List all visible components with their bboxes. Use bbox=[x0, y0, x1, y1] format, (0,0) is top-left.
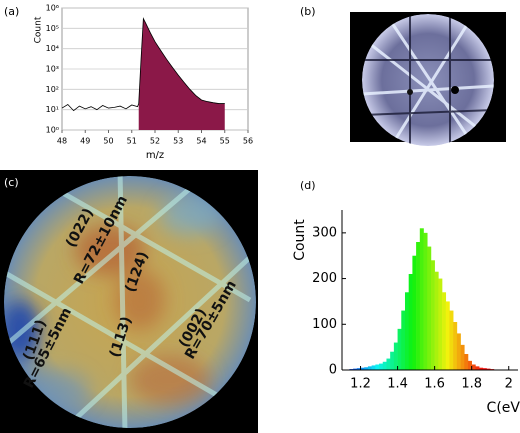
y-axis-label: Count bbox=[34, 16, 44, 43]
y-tick-label: 10⁰ bbox=[46, 126, 59, 135]
y-tick-label: 10⁴ bbox=[46, 44, 59, 53]
histogram-bar bbox=[479, 367, 484, 370]
y-tick-label: 300 bbox=[312, 225, 337, 240]
y-tick-label: 10¹ bbox=[46, 105, 59, 114]
x-tick-label: 1.6 bbox=[424, 377, 445, 392]
x-tick-label: 2 bbox=[505, 377, 513, 392]
histogram-bar bbox=[453, 322, 458, 370]
x-tick-label: 50 bbox=[103, 137, 113, 146]
x-axis-label: m/z bbox=[146, 150, 164, 161]
histogram-bar bbox=[475, 366, 480, 370]
histogram-bar bbox=[442, 292, 447, 370]
y-tick-label: 10⁵ bbox=[46, 24, 59, 33]
panel-label: (d) bbox=[300, 179, 316, 192]
histogram-bar bbox=[456, 333, 461, 370]
histogram-bar bbox=[471, 364, 476, 370]
x-tick-label: 49 bbox=[80, 137, 90, 146]
image-c bbox=[4, 176, 256, 428]
histogram-bar bbox=[449, 310, 454, 370]
x-tick-label: 55 bbox=[220, 137, 230, 146]
histogram-bar bbox=[482, 368, 487, 370]
histogram-bar bbox=[445, 301, 450, 370]
histogram-bar bbox=[427, 246, 432, 370]
histogram-bar bbox=[467, 360, 472, 370]
histogram-bar bbox=[404, 292, 409, 370]
x-axis-label: C(eV) bbox=[487, 400, 520, 416]
x-tick-label: 52 bbox=[150, 137, 160, 146]
histogram-bar bbox=[464, 354, 469, 370]
histogram-bar bbox=[356, 368, 361, 370]
histogram-bar bbox=[364, 367, 369, 370]
y-axis-label: Count bbox=[292, 219, 308, 261]
panel-label: (b) bbox=[300, 5, 316, 18]
histogram-bar bbox=[367, 366, 372, 370]
x-tick-label: 1.8 bbox=[461, 377, 482, 392]
image-b bbox=[362, 14, 494, 146]
spectrum-line bbox=[61, 17, 225, 112]
histogram-bar bbox=[390, 351, 395, 370]
x-tick-label: 1.4 bbox=[387, 377, 408, 392]
y-tick-label: 200 bbox=[312, 271, 337, 286]
histogram-bar bbox=[408, 274, 413, 370]
histogram-bar bbox=[419, 228, 424, 370]
panel-label: (a) bbox=[4, 5, 19, 18]
histogram-bar bbox=[353, 368, 358, 370]
histogram-bar bbox=[416, 242, 421, 370]
histogram-bar bbox=[412, 255, 417, 370]
histogram-bar bbox=[401, 310, 406, 370]
peak-fill bbox=[138, 18, 225, 131]
y-tick-label: 10³ bbox=[46, 65, 59, 74]
x-tick-label: 53 bbox=[173, 137, 183, 146]
y-tick-label: 10⁶ bbox=[46, 4, 59, 13]
histogram-bar bbox=[423, 232, 428, 370]
histogram-bar bbox=[360, 367, 365, 370]
y-tick-label: 10² bbox=[46, 85, 59, 94]
histogram-bar bbox=[379, 363, 384, 370]
histogram-bar bbox=[393, 342, 398, 370]
histogram-bar bbox=[386, 358, 391, 370]
y-tick-label: 100 bbox=[312, 317, 337, 332]
histogram-bar bbox=[382, 361, 387, 370]
histogram-bar bbox=[371, 365, 376, 370]
histogram-bar bbox=[375, 364, 380, 370]
x-tick-label: 54 bbox=[196, 137, 206, 146]
x-tick-label: 56 bbox=[243, 137, 253, 146]
histogram-bar bbox=[438, 278, 443, 370]
panel-label: (c) bbox=[4, 176, 19, 189]
x-tick-label: 1.2 bbox=[350, 377, 371, 392]
histogram-bar bbox=[486, 368, 491, 370]
histogram-bar bbox=[434, 271, 439, 370]
histogram-bar bbox=[460, 344, 465, 370]
histogram-bar bbox=[397, 328, 402, 370]
x-tick-label: 48 bbox=[57, 137, 67, 146]
x-tick-label: 51 bbox=[127, 137, 137, 146]
y-tick-label: 0 bbox=[329, 363, 337, 378]
histogram-bar bbox=[430, 260, 435, 370]
